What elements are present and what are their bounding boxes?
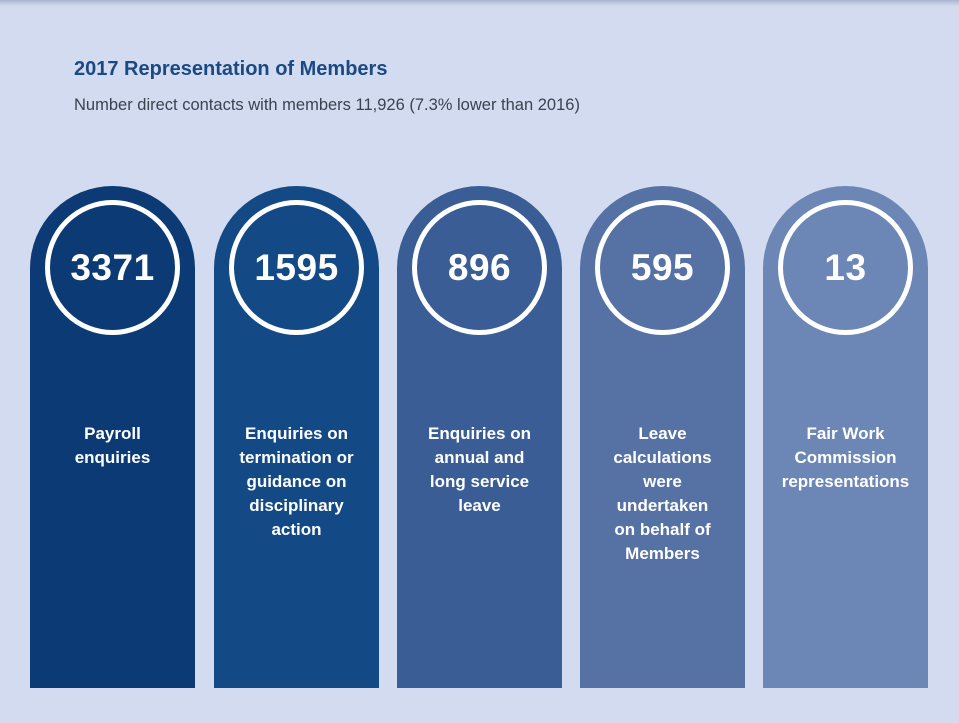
stat-label: Leave calculations were undertaken on be… (613, 424, 712, 563)
top-shade (0, 0, 959, 6)
page-subtitle: Number direct contacts with members 11,9… (74, 96, 580, 114)
page-title: 2017 Representation of Members (74, 58, 388, 80)
stat-pillar-termination: 1595 Enquiries on termination or guidanc… (214, 186, 379, 688)
stat-ring: 13 (778, 200, 913, 335)
stat-ring: 1595 (229, 200, 364, 335)
stat-value: 896 (447, 246, 512, 288)
stat-value: 595 (630, 246, 695, 288)
stat-pillar-fair-work: 13 Fair Work Commission representations (763, 186, 928, 688)
stat-pillar-payroll: 3371 Payroll enquiries (30, 186, 195, 688)
stat-ring: 896 (412, 200, 547, 335)
stat-value: 1595 (254, 246, 339, 288)
stat-label: Enquiries on annual and long service lea… (428, 424, 531, 515)
stat-value: 13 (824, 246, 867, 288)
stat-label: Enquiries on termination or guidance on … (239, 424, 354, 539)
stat-pillar-leave-enquiries: 896 Enquiries on annual and long service… (397, 186, 562, 688)
stat-ring: 595 (595, 200, 730, 335)
stat-value: 3371 (70, 246, 155, 288)
stat-label: Payroll enquiries (74, 424, 151, 467)
stat-pillar-leave-calculations: 595 Leave calculations were undertaken o… (580, 186, 745, 688)
stat-ring: 3371 (45, 200, 180, 335)
stat-label: Fair Work Commission representations (781, 424, 910, 491)
